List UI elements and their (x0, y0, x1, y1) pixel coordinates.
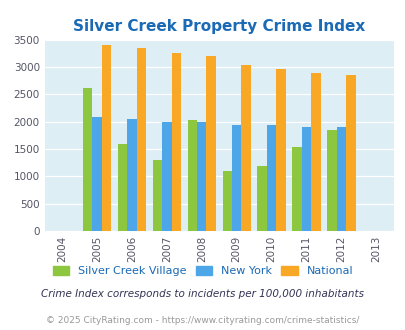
Bar (127, 119, 136, 231)
Bar (301, 126, 311, 231)
Title: Silver Creek Property Crime Index: Silver Creek Property Crime Index (73, 19, 364, 34)
Bar (171, 53, 181, 231)
Bar (102, 45, 111, 231)
Bar (241, 65, 250, 231)
Bar (336, 126, 345, 231)
Legend: Silver Creek Village, New York, National: Silver Creek Village, New York, National (48, 261, 357, 280)
Bar (345, 75, 355, 231)
Bar (206, 56, 215, 231)
Bar (187, 120, 196, 231)
Bar (196, 122, 206, 231)
Bar (117, 144, 127, 231)
Text: © 2025 CityRating.com - https://www.cityrating.com/crime-statistics/: © 2025 CityRating.com - https://www.city… (46, 316, 359, 325)
Bar (152, 160, 162, 231)
Bar (222, 171, 231, 231)
Bar (136, 49, 146, 231)
Bar (257, 166, 266, 231)
Bar (292, 147, 301, 231)
Bar (266, 125, 276, 231)
Bar (92, 117, 102, 231)
Bar (83, 88, 92, 231)
Bar (162, 122, 171, 231)
Bar (311, 73, 320, 231)
Bar (231, 125, 241, 231)
Text: Crime Index corresponds to incidents per 100,000 inhabitants: Crime Index corresponds to incidents per… (41, 289, 364, 299)
Bar (276, 69, 285, 231)
Bar (326, 130, 336, 231)
